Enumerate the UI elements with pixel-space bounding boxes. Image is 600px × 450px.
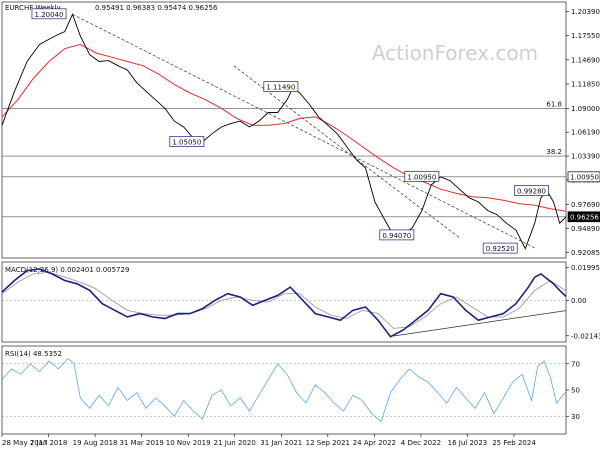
price-callout-box [482,242,518,254]
price-callout-label: 1.00950 [407,173,436,181]
watermark: ActionForex.com [372,41,538,65]
price-horizontal-lines: 61.8 38.2 [2,100,566,218]
macd-y-axis: 0.019954 0.00 -0.021434 [566,264,600,340]
price-callout-label: 0.99280 [517,188,546,196]
rsi-title: RSI(14) 48.5352 [5,350,62,358]
x-tick-label: 25 Feb 2024 [492,439,536,447]
rsi-series [1,357,567,423]
price-tick-label: 1.11850 [571,81,600,89]
x-tick-label: 21 Jun 2020 [214,439,256,447]
current-price-label: 0.96256 [570,213,599,221]
macd-title: MACD(12,26,9) 0.002401 0.005729 [5,266,129,274]
price-annotations: 1.20040 1.11490 1.05050 1.00950 0.94070 0.992… [31,8,549,254]
price-tick-label: 1.14690 [571,56,600,64]
price-callout-label: 0.94070 [382,232,411,240]
x-tick-label: 19 Aug 2018 [73,439,118,447]
macd-series [1,268,567,338]
macd-trendline [393,310,567,337]
fib-level-label: 38.2 [546,148,562,156]
macd-line [1,268,567,338]
dashed-trendline [233,65,460,238]
price-tick-label: 1.09000 [571,105,600,113]
x-tick-label: 7 Jan 2018 [30,439,68,447]
macd-panel: MACD(12,26,9) 0.002401 0.005729 0.019954… [1,261,600,343]
price-tick-label: 0.97690 [571,201,600,209]
price-callout-box [404,170,440,182]
x-tick-label: 31 Jan 2021 [260,439,302,447]
price-y-axis: 1.20390 1.17550 1.14690 1.11850 1.09000 1.061… [566,8,600,257]
rsi-panel: RSI(14) 48.5352 70 50 30 [1,345,580,435]
x-tick-label: 4 Dec 2022 [401,439,441,447]
price-callout-box [31,8,67,20]
rsi-y-axis: 70 50 30 [566,360,580,421]
x-tick-label: 24 Apr 2022 [353,439,396,447]
price-callout-label: 1.11490 [266,84,295,92]
price-tick-label: 0.92085 [571,249,600,257]
price-callout-label: 1.20040 [35,11,64,19]
dashed-trendline [72,13,535,249]
macd-tick-label: 0.019954 [571,264,600,272]
x-tick-label: 10 Nov 2019 [166,439,211,447]
price-tick-label: 1.20390 [571,8,600,16]
macd-reference-lines [2,300,567,337]
rsi-tick-label: 70 [571,360,580,368]
moving-average-line [1,43,567,212]
price-callout-label: 0.92520 [486,245,515,253]
price-callout-box [514,185,549,196]
price-tick-label: 1.06190 [571,129,600,137]
price-tick-label: 1.17550 [571,32,600,40]
ohlc-readout: 0.95491 0.96383 0.95474 0.96256 [95,4,218,12]
current-price-label: 1.00950 [570,173,599,181]
current-price-marker [567,171,600,183]
price-tick-label: 1.03390 [571,153,600,161]
x-tick-label: 16 Jul 2023 [448,439,488,447]
rsi-tick-label: 50 [571,387,580,395]
price-tick-label: 0.94890 [571,225,600,233]
current-price-marker [567,211,600,223]
x-tick-label: 31 Mar 2019 [119,439,163,447]
price-panel: EURCHF,Weekly 0.95491 0.96383 0.95474 0.… [1,1,600,259]
macd-panel-frame [1,261,567,343]
x-tick-label: 12 Sep 2021 [306,439,350,447]
price-callout-box [379,229,415,241]
macd-tick-label: -0.021434 [571,332,600,340]
rsi-line [1,357,567,423]
price-callout-label: 1.05050 [172,138,201,146]
price-callout-box [263,81,299,92]
macd-tick-label: 0.00 [571,297,587,305]
macd-signal-line [1,271,567,329]
price-trendlines [72,13,535,249]
price-callout-box [169,136,205,147]
symbol-label: EURCHF,Weekly [5,4,61,12]
fib-level-label: 61.8 [546,100,562,108]
x-tick-label: 28 May 2017 [2,439,48,447]
rsi-tick-label: 30 [571,413,580,421]
price-panel-frame [1,1,567,259]
